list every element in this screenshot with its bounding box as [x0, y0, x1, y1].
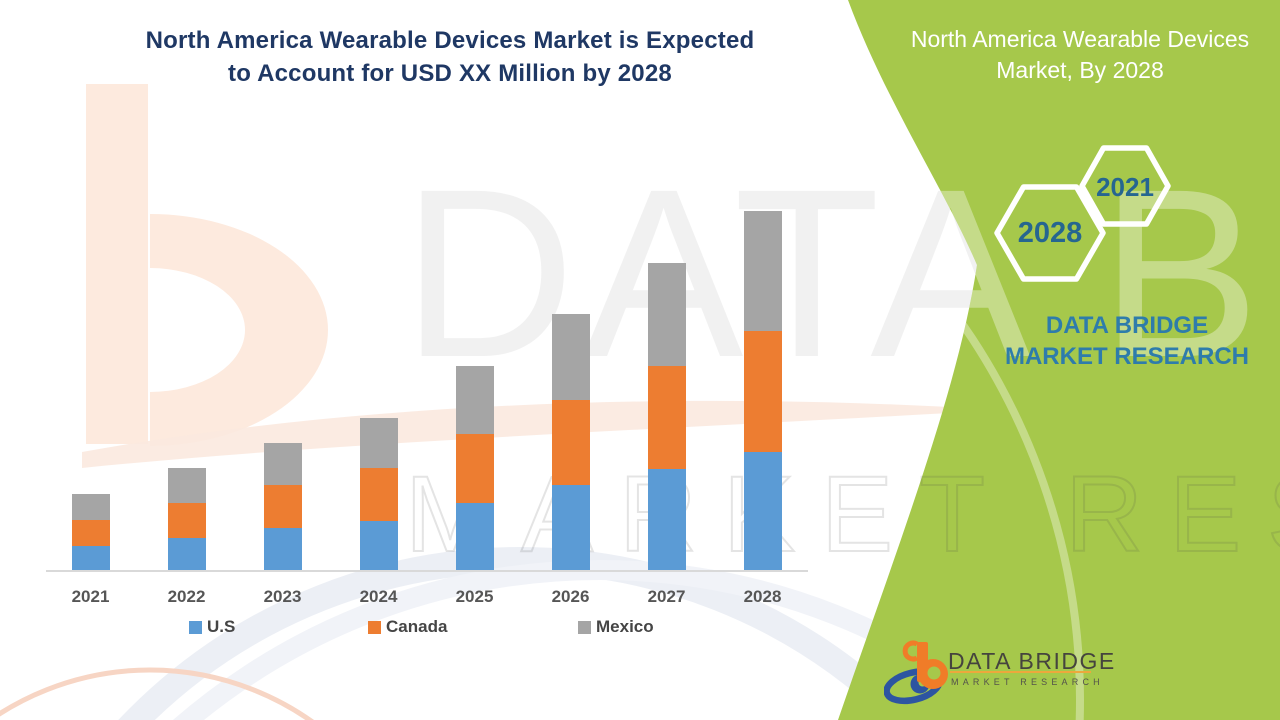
bar-segment-mexico — [455, 366, 494, 434]
logo-sub-text: MARKET RESEARCH — [951, 677, 1104, 687]
x-axis-label-2026: 2026 — [551, 587, 590, 606]
watermark-outline-text: MARKET RESEARCH — [405, 453, 1280, 574]
x-axis-line — [46, 570, 808, 572]
bar-segment-canada — [647, 366, 686, 469]
legend-item-canada: Canada — [368, 617, 448, 636]
hexagon-years-graphic — [994, 145, 1171, 282]
x-axis-label-2024: 2024 — [359, 587, 398, 606]
hexagon-year-2021: 2021 — [1096, 172, 1154, 202]
bar-segment-canada — [167, 503, 206, 538]
bar-segment-canada — [551, 400, 590, 485]
legend: U.S Canada Mexico — [189, 617, 654, 636]
bar-segment-mexico — [551, 314, 590, 400]
bar-segment-mexico — [71, 494, 110, 520]
legend-label: Canada — [386, 617, 448, 636]
bar-segment-canada — [71, 520, 110, 546]
hexagon-year-2028: 2028 — [1017, 217, 1083, 249]
bar-segment-canada — [263, 485, 302, 528]
bar-segment-mexico — [647, 263, 686, 366]
legend-swatch — [578, 620, 591, 634]
bar-segment-us — [455, 503, 494, 571]
hexagon-2021-icon — [1079, 145, 1171, 227]
legend-item-mexico: Mexico — [578, 617, 654, 636]
legend-label: U.S — [207, 617, 236, 636]
chart-title: North America Wearable Devices Market is… — [145, 27, 755, 87]
legend-label: Mexico — [596, 617, 654, 636]
legend-item-us: U.S — [189, 617, 236, 636]
data-bridge-logo-icon — [884, 640, 948, 705]
x-axis-label-2027: 2027 — [647, 587, 686, 606]
bar-segment-us — [263, 528, 302, 571]
bar-segment-us — [71, 546, 110, 571]
green-panel-shape — [838, 0, 1280, 720]
bar-segment-mexico — [167, 468, 206, 503]
x-axis-label-2022: 2022 — [167, 587, 206, 606]
bar-segment-us — [743, 452, 782, 571]
x-axis-label-2025: 2025 — [455, 587, 494, 606]
legend-swatch — [189, 620, 202, 634]
bar-segment-us — [551, 485, 590, 571]
x-axis-label-2023: 2023 — [263, 587, 302, 606]
bar-segment-mexico — [359, 418, 398, 468]
green-panel-arc — [838, 36, 1084, 720]
logo-brand-text: DATA BRIDGE — [948, 648, 1116, 674]
side-panel-title: North America Wearable Devices Market, B… — [910, 26, 1250, 83]
brand-caption: DATA BRIDGE MARKET RESEARCH — [1004, 312, 1249, 370]
bar-segment-us — [167, 538, 206, 571]
x-axis-label-2021: 2021 — [71, 587, 110, 606]
x-axis-label-2028: 2028 — [743, 587, 782, 606]
bar-segment-us — [359, 521, 398, 571]
bar-segment-mexico — [743, 211, 782, 331]
hexagon-2028-icon — [994, 184, 1106, 282]
bar-segment-canada — [743, 331, 782, 452]
bar-segment-canada — [455, 434, 494, 503]
x-axis-labels: 2021 2022 2023 2024 2025 2026 2027 2028 — [71, 587, 782, 606]
bar-plot-area — [71, 211, 782, 571]
bar-segment-us — [647, 469, 686, 571]
legend-swatch — [368, 620, 381, 634]
logo-divider — [950, 671, 1091, 673]
bar-segment-mexico — [263, 443, 302, 485]
bar-segment-canada — [359, 468, 398, 521]
